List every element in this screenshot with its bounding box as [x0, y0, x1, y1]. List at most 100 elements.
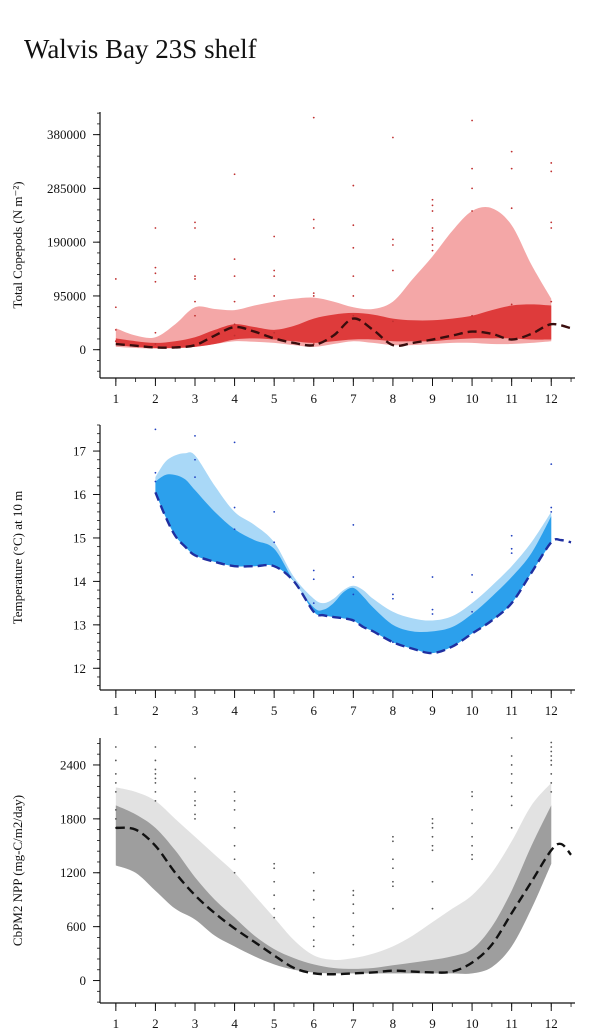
npp-data-point	[233, 808, 236, 811]
npp-data-point	[550, 759, 553, 762]
npp-data-point	[312, 898, 315, 901]
npp-data-point	[550, 773, 553, 775]
copepods-data-point	[233, 173, 236, 176]
npp-data-point	[273, 867, 276, 870]
copepods-data-point	[510, 207, 513, 210]
npp-data-point	[471, 795, 473, 798]
npp-data-point	[154, 777, 157, 780]
temperature-x-tick-label: 12	[545, 703, 558, 718]
npp-data-point	[114, 791, 117, 793]
copepods-data-point	[471, 119, 473, 122]
npp-y-tick-label: 600	[67, 919, 87, 934]
temperature-data-point	[194, 458, 196, 461]
temperature-y-tick-label: 12	[73, 661, 86, 676]
npp-data-point	[471, 844, 473, 847]
temperature-x-tick-label: 7	[350, 703, 357, 718]
npp-data-point	[114, 759, 117, 762]
npp-x-tick-label: 8	[390, 1016, 397, 1031]
npp-data-point	[471, 835, 473, 838]
copepods-data-point	[154, 266, 157, 269]
copepods-data-point	[194, 227, 196, 229]
copepods-data-point	[273, 269, 276, 272]
npp-data-point	[194, 777, 196, 780]
temperature-y-tick-label: 15	[73, 530, 86, 545]
copepods-data-point	[194, 300, 196, 303]
npp-data-point	[312, 889, 315, 892]
copepods-data-point	[154, 331, 157, 334]
npp-data-point	[154, 746, 157, 748]
npp-data-point	[352, 943, 355, 946]
temperature-y-tick-label: 13	[73, 617, 86, 632]
copepods-data-point	[233, 334, 236, 337]
temperature-data-point	[431, 576, 434, 578]
copepods-data-point	[352, 314, 355, 317]
npp-data-point	[392, 867, 394, 870]
npp-x-tick-label: 4	[231, 1016, 238, 1031]
npp-x-tick-label: 11	[505, 1016, 518, 1031]
temperature-data-point	[471, 610, 473, 613]
copepods-data-point	[273, 295, 276, 297]
copepods-data-point	[392, 244, 394, 246]
copepods-data-point	[431, 198, 434, 201]
npp-data-point	[352, 925, 355, 928]
temperature-data-point	[312, 569, 315, 572]
npp-data-point	[392, 858, 394, 861]
temperature-data-point	[154, 428, 157, 431]
temperature-data-point	[392, 597, 394, 600]
npp-data-point	[550, 764, 553, 766]
copepods-data-point	[471, 210, 473, 212]
copepods-x-tick-label: 6	[311, 391, 318, 406]
npp-data-point	[233, 799, 236, 802]
temperature-data-point	[510, 534, 513, 537]
npp-y-tick-label: 1800	[60, 811, 86, 826]
temperature-data-point	[352, 524, 355, 526]
npp-x-tick-label: 10	[466, 1016, 479, 1031]
npp-data-point	[510, 826, 513, 829]
temperature-data-point	[550, 463, 553, 465]
npp-data-point	[273, 894, 276, 897]
copepods-data-point	[194, 275, 196, 278]
npp-data-point	[312, 945, 315, 948]
npp-data-point	[352, 903, 355, 906]
temperature-x-tick-label: 9	[429, 703, 436, 718]
copepods-y-tick-label: 285000	[47, 181, 86, 196]
temperature-x-tick-label: 3	[192, 703, 199, 718]
npp-data-point	[510, 773, 513, 775]
temperature-data-point	[312, 602, 315, 605]
temperature-data-point	[194, 476, 196, 479]
npp-data-point	[550, 791, 553, 793]
copepods-data-point	[154, 272, 157, 275]
temperature-y-tick-label: 14	[73, 574, 87, 589]
npp-data-point	[550, 746, 553, 748]
npp-data-point	[510, 782, 513, 784]
temperature-x-tick-label: 10	[466, 703, 479, 718]
npp-data-point	[154, 773, 157, 775]
copepods-data-point	[550, 227, 553, 229]
copepods-data-point	[431, 210, 434, 212]
npp-y-tick-label: 1200	[60, 865, 86, 880]
npp-data-point	[233, 871, 236, 874]
npp-data-point	[194, 791, 196, 793]
copepods-x-tick-label: 5	[271, 391, 278, 406]
npp-data-point	[392, 885, 394, 888]
temperature-data-point	[352, 576, 355, 578]
copepods-data-point	[194, 221, 196, 224]
npp-data-point	[312, 916, 315, 919]
copepods-data-point	[114, 306, 117, 309]
npp-data-point	[114, 817, 117, 820]
npp-data-point	[510, 795, 513, 798]
temperature-y-axis-title: Temperature (°C) at 10 m	[10, 491, 25, 625]
copepods-data-point	[312, 292, 315, 295]
npp-data-point	[510, 737, 513, 739]
copepods-data-point	[352, 275, 355, 278]
copepods-data-point	[194, 278, 196, 280]
copepods-data-point	[114, 340, 117, 343]
npp-data-point	[550, 782, 553, 784]
temperature-inner-band	[155, 474, 552, 654]
copepods-data-point	[550, 300, 553, 303]
npp-data-point	[233, 858, 236, 861]
npp-data-point	[312, 925, 315, 928]
temperature-x-tick-label: 2	[152, 703, 159, 718]
